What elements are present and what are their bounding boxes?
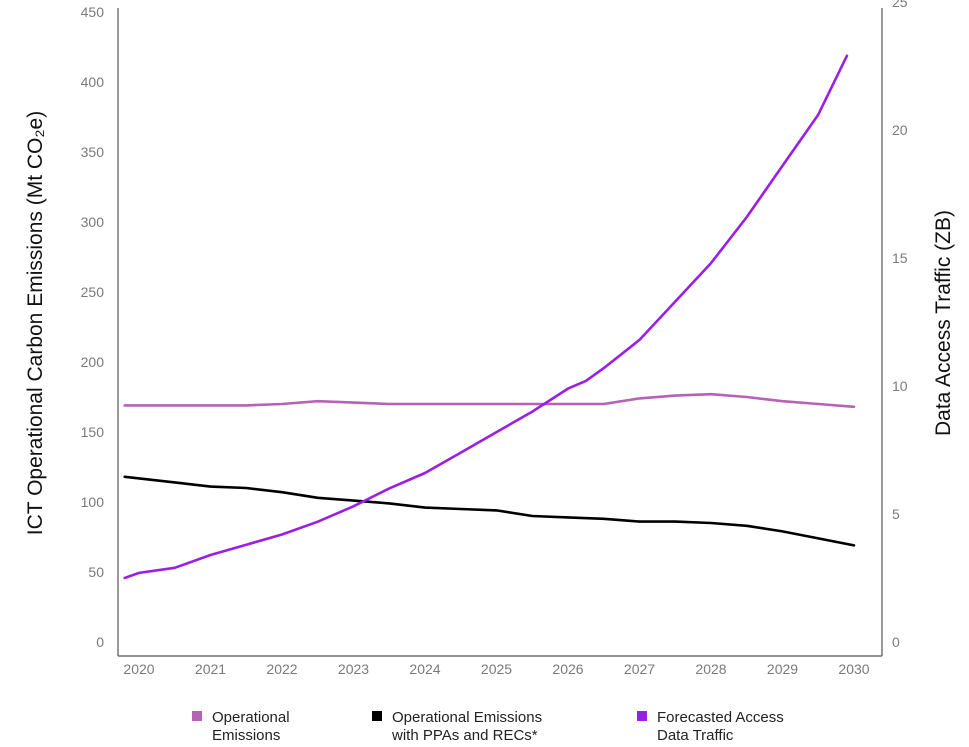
y-left-tick-label: 350 [81,144,105,160]
x-tick-label: 2020 [123,661,154,677]
y-right-tick-label: 10 [892,378,908,394]
axes [117,8,883,657]
x-tick-label: 2028 [695,661,726,677]
series-line-3 [123,54,849,580]
y-left-tick-label: 200 [81,354,105,370]
x-tick-label: 2029 [767,661,798,677]
y-right-tick-label: 0 [892,634,900,650]
y-right-tick-label: 5 [892,506,900,522]
x-tick-label: 2025 [481,661,512,677]
right-axis-title: Data Access Traffic (ZB) [932,210,955,436]
x-tick-label: 2026 [552,661,583,677]
series-line-1 [123,392,856,409]
x-tick-label: 2021 [195,661,226,677]
x-tick-label: 2023 [338,661,369,677]
legend-label-3: Data Traffic [657,727,734,744]
y-left-tick-label: 150 [81,424,105,440]
legend-label-2: Operational Emissions [392,709,542,726]
legend-swatch-2 [372,711,382,721]
legend-label-2: with PPAs and RECs* [391,727,538,744]
x-tick-label: 2024 [409,661,440,677]
y-right-tick-label: 20 [892,122,908,138]
series-lines [123,54,856,580]
y-left-tick-label: 50 [88,564,104,580]
legend-swatch-1 [192,711,202,721]
y-left-tick-label: 450 [81,4,105,20]
x-tick-label: 2027 [624,661,655,677]
y-left-tick-label: 250 [81,284,105,300]
legend-label-1: Emissions [212,727,280,744]
y-left-tick-label: 300 [81,214,105,230]
y-left-tick-label: 100 [81,494,105,510]
y-right-tick-label: 15 [892,250,908,266]
left-axis-title: ICT Operational Carbon Emissions (Mt CO₂… [24,111,47,535]
x-tick-label: 2022 [266,661,297,677]
series-line-2 [123,475,856,547]
legend-swatch-3 [637,711,647,721]
legend-label-1: Operational [212,709,290,726]
tick-labels: 0501001502002503003504004500510152025202… [81,0,908,677]
y-right-tick-label: 25 [892,0,908,10]
legend-label-3: Forecasted Access [657,709,784,726]
y-left-tick-label: 0 [96,634,104,650]
x-tick-label: 2030 [838,661,869,677]
y-left-tick-label: 400 [81,74,105,90]
